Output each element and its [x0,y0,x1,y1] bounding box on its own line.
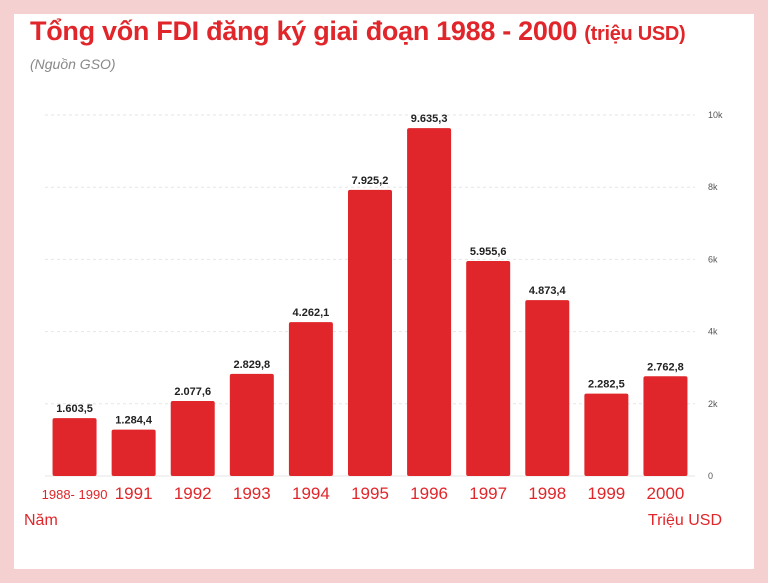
y-tick-label: 4k [708,327,718,337]
bar [348,189,392,477]
x-tick-label: 1997 [469,484,507,503]
x-tick-label: 1993 [233,484,271,503]
bar-value-label: 4.262,1 [293,307,330,319]
y-tick-label: 6k [708,254,718,264]
chart-source: (Nguồn GSO) [30,56,116,72]
y-tick-label: 10k [708,110,723,120]
bar [170,400,215,476]
bar-value-label: 9.635,3 [411,113,448,125]
bar [288,322,333,476]
chart-title: Tổng vốn FDI đăng ký giai đoạn 1988 - 20… [30,16,686,47]
x-tick-label: 1991 [115,484,153,503]
chart-title-unit: (triệu USD) [584,23,686,45]
x-tick-label: 1994 [292,484,330,503]
y-axis-unit-label: Triệu USD [647,512,722,529]
x-tick-label: 1996 [410,484,448,503]
bar-value-label: 2.829,8 [233,359,270,371]
bar-value-label: 7.925,2 [352,175,389,187]
x-tick-label: 1999 [587,484,625,503]
bar [52,418,97,476]
y-tick-label: 8k [708,182,718,192]
bar [229,373,274,476]
bar-value-label: 2.282,5 [588,379,625,391]
bar-value-label: 4.873,4 [529,285,567,297]
bar [111,429,156,476]
bar [584,393,629,476]
x-tick-label: 2000 [647,484,685,503]
chart-title-text: Tổng vốn FDI đăng ký giai đoạn 1988 - 20… [30,16,578,46]
x-tick-label: 1995 [351,484,389,503]
bar-value-label: 5.955,6 [470,246,507,258]
bar-value-label: 1.284,4 [115,415,153,427]
y-tick-label: 0 [708,471,713,481]
bar-value-label: 1.603,5 [56,403,93,415]
y-tick-label: 2k [708,399,718,409]
x-tick-label: 1988- 1990 [42,487,108,502]
x-tick-label: 1992 [174,484,212,503]
bar [466,261,511,476]
bar [643,376,688,476]
x-tick-label: 1998 [528,484,566,503]
bar [407,128,452,477]
bar-value-label: 2.077,6 [174,386,211,398]
bar-value-label: 2.762,8 [647,361,684,373]
x-axis-label: Năm [24,512,58,529]
bar [525,300,570,476]
